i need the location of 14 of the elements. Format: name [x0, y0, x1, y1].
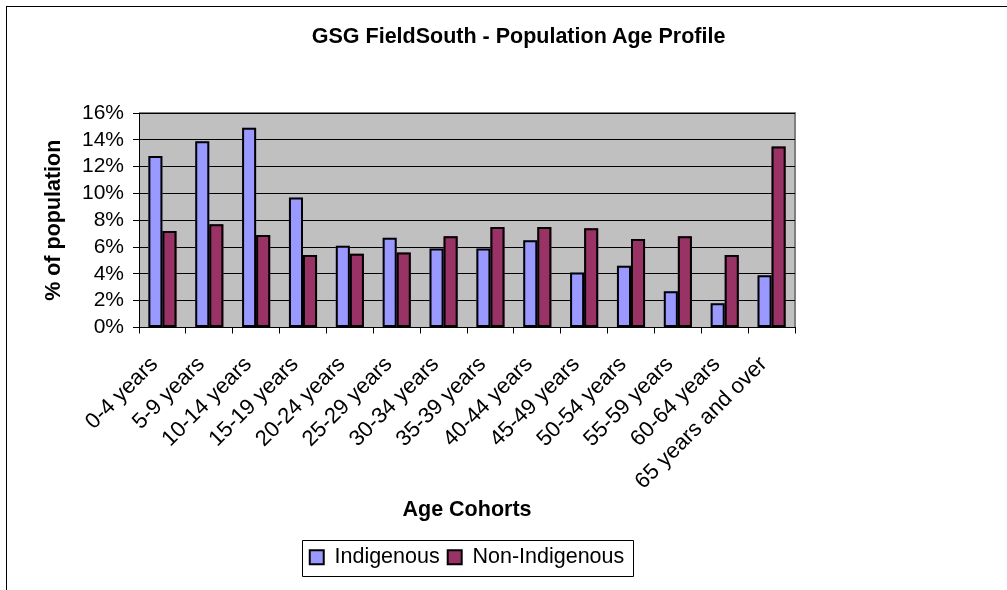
x-axis-title: Age Cohorts — [402, 496, 532, 521]
chart-title: GSG FieldSouth - Population Age Profile — [311, 23, 726, 48]
legend-label: Indigenous — [334, 544, 440, 569]
y-tick-label: 4% — [93, 260, 124, 284]
y-tick-label: 6% — [93, 233, 124, 257]
y-tick-label: 8% — [93, 207, 124, 231]
legend-label: Non-Indigenous — [472, 544, 625, 569]
y-tick-label: 0% — [93, 314, 124, 338]
y-tick-label: 16% — [81, 99, 124, 123]
y-tick-label: 12% — [81, 153, 124, 177]
y-tick-label: 10% — [81, 180, 124, 204]
y-tick-label: 2% — [93, 287, 124, 311]
y-tick-label: 14% — [81, 126, 124, 150]
y-axis-title: % of population — [40, 139, 65, 301]
